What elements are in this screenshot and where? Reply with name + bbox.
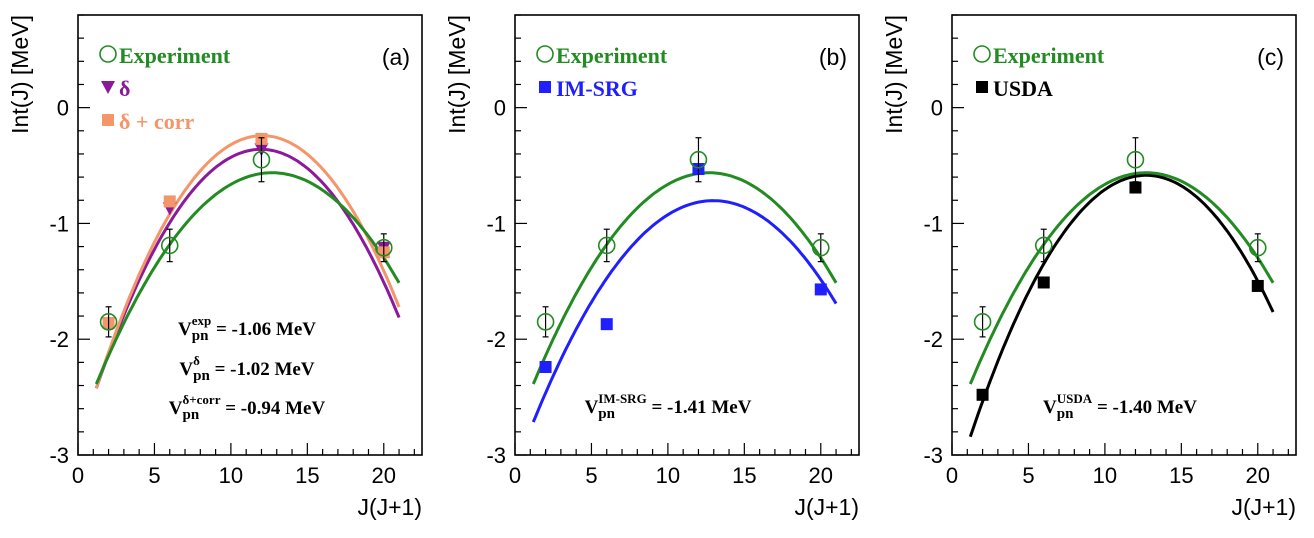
experiment-point: [160, 236, 179, 255]
experiment-point: [597, 236, 616, 255]
legend-label-delta: δ: [119, 76, 130, 101]
experiment-fit-line: [94, 171, 401, 385]
delta_corr-point: [163, 195, 176, 208]
x-tick-label: 10: [219, 463, 243, 488]
x-tick-label: 0: [72, 463, 84, 488]
experiment-point: [811, 238, 830, 257]
usda-point: [1037, 276, 1050, 289]
legend-marker-imsrg: [539, 81, 551, 93]
delta_corr-fit-line: [94, 134, 401, 389]
panel-label: (c): [1257, 44, 1284, 70]
y-tick-label: -1: [486, 211, 506, 236]
vpn-annotation: Vδ+corr pn = -0.94 MeV: [169, 392, 326, 423]
y-axis-label: Int(J) [MeV]: [444, 15, 470, 134]
experiment-point: [252, 150, 271, 169]
x-tick-label: 20: [1246, 463, 1270, 488]
legend-label-delta_corr: δ + corr: [119, 109, 194, 134]
usda-point: [976, 388, 989, 401]
x-tick-label: 5: [585, 463, 597, 488]
panel-label: (b): [819, 44, 847, 70]
experiment-point: [973, 313, 992, 331]
plot-frame: [951, 14, 1297, 456]
legend-marker-experiment: [973, 45, 991, 63]
vpn-annotation: Vexp pn = -1.06 MeV: [178, 313, 316, 344]
experiment-fit-line: [531, 171, 838, 385]
x-tick-label: 5: [1022, 463, 1034, 488]
usda-point: [1251, 279, 1264, 292]
legend-marker-experiment: [99, 45, 117, 63]
imsrg-point: [814, 283, 827, 296]
legend-label-experiment: Experiment: [556, 43, 668, 68]
y-tick-label: 0: [57, 96, 69, 121]
panel-b: 0 5 10 15 20 -3 -2 -1 0 J(J+1) Int(J) [MeV] (b) Expe…: [444, 14, 860, 520]
experiment-point: [689, 150, 708, 169]
y-tick-label: -1: [923, 211, 943, 236]
imsrg-fit-line: [531, 199, 838, 423]
legend-label-imsrg: IM-SRG: [556, 76, 638, 101]
experiment-point: [1034, 236, 1053, 255]
experiment-point: [536, 313, 555, 331]
y-tick-label: -3: [486, 443, 506, 468]
imsrg-point: [600, 318, 613, 331]
x-axis-label: J(J+1): [357, 494, 422, 520]
legend-marker-delta_corr: [102, 114, 114, 126]
vpn-annotation: VUSDA pn = -1.40 MeV: [1043, 391, 1197, 422]
legend-label-usda: USDA: [993, 76, 1053, 101]
imsrg-point: [539, 361, 552, 373]
x-axis-label: J(J+1): [1231, 494, 1296, 520]
legend-marker-usda: [976, 81, 988, 93]
legend-label-experiment: Experiment: [993, 43, 1105, 68]
experiment-point: [99, 313, 118, 331]
x-tick-label: 20: [809, 463, 833, 488]
y-tick-label: -2: [49, 327, 69, 352]
y-tick-label: -2: [923, 327, 943, 352]
x-tick-label: 20: [372, 463, 396, 488]
usda-fit-line: [968, 173, 1275, 438]
plot-frame: [77, 14, 423, 456]
experiment-fit-line: [968, 171, 1275, 385]
vpn-annotation: Vδ pn = -1.02 MeV: [179, 353, 314, 384]
experiment-point: [1126, 150, 1145, 169]
panel-label: (a): [382, 44, 410, 70]
panel-a: 0 5 10 15 20 -3 -2 -1 0 J(J+1) Int(J) [MeV] (a) Expe…: [7, 14, 423, 520]
x-tick-label: 5: [148, 463, 160, 488]
legend-marker-experiment: [536, 45, 554, 63]
y-tick-label: 0: [494, 96, 506, 121]
plot-frame: [514, 14, 860, 456]
y-tick-label: 0: [931, 96, 943, 121]
x-tick-label: 0: [946, 463, 958, 488]
x-tick-label: 15: [295, 463, 319, 488]
y-tick-label: -3: [923, 443, 943, 468]
x-axis-label: J(J+1): [794, 494, 859, 520]
legend-label-experiment: Experiment: [119, 43, 231, 68]
experiment-point: [374, 238, 393, 257]
panel-c: 0 5 10 15 20 -3 -2 -1 0 J(J+1) Int(J) [MeV] (c) Expe…: [881, 14, 1297, 520]
experiment-point: [1248, 238, 1267, 257]
vpn-annotation: VIM-SRG pn = -1.41 MeV: [585, 391, 752, 422]
x-tick-label: 15: [1169, 463, 1193, 488]
x-tick-label: 0: [509, 463, 521, 488]
y-tick-label: -3: [49, 443, 69, 468]
x-tick-label: 10: [656, 463, 680, 488]
legend-marker-delta: [101, 81, 115, 94]
y-axis-label: Int(J) [MeV]: [881, 15, 907, 134]
usda-point: [1129, 181, 1142, 194]
x-tick-label: 15: [732, 463, 756, 488]
x-tick-label: 10: [1093, 463, 1117, 488]
delta-fit-line: [94, 147, 401, 389]
y-tick-label: -2: [486, 327, 506, 352]
y-axis-label: Int(J) [MeV]: [7, 15, 33, 134]
y-tick-label: -1: [49, 211, 69, 236]
